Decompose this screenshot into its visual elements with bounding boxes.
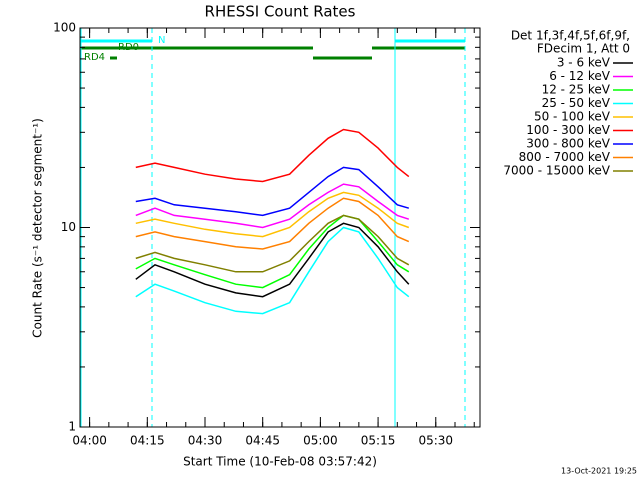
x-tick-label: 05:15 <box>361 434 396 448</box>
x-tick-label: 05:30 <box>418 434 453 448</box>
x-tick-label: 05:00 <box>303 434 338 448</box>
chart-title: RHESSI Count Rates <box>205 3 356 21</box>
legend-label: 800 - 7000 keV <box>519 150 611 164</box>
series-line <box>135 226 410 315</box>
series-line <box>135 128 410 183</box>
legend-label: 12 - 25 keV <box>542 83 611 97</box>
y-tick-label: 100 <box>53 21 76 35</box>
legend-label: 50 - 100 keV <box>534 110 611 124</box>
annotation: RD0 <box>118 42 139 53</box>
series-line <box>135 183 410 229</box>
annotation: RD4 <box>84 52 105 63</box>
x-tick-label: 04:15 <box>130 434 165 448</box>
y-tick-label: 1 <box>68 420 76 434</box>
legend-label: 7000 - 15000 keV <box>503 164 610 178</box>
legend-label: 6 - 12 keV <box>549 69 611 83</box>
series-line <box>135 214 410 289</box>
series-line <box>135 191 410 238</box>
legend-header: FDecim 1, Att 0 <box>537 42 630 56</box>
annotation: N <box>158 35 165 46</box>
series-line <box>135 214 410 273</box>
y-tick-label: 10 <box>61 220 76 234</box>
y-axis-label: Count Rate (s⁻¹ detector segment⁻¹) <box>31 118 45 338</box>
x-axis-label: Start Time (10-Feb-08 03:57:42) <box>183 455 377 469</box>
legend-label: 25 - 50 keV <box>542 96 611 110</box>
indicator-bars: N RD0 RD4 <box>80 28 466 427</box>
legend-label: 300 - 800 keV <box>526 137 610 151</box>
series-line <box>135 222 410 298</box>
x-tick-label: 04:45 <box>245 434 280 448</box>
series-line <box>135 166 410 217</box>
legend-label: 3 - 6 keV <box>557 56 611 70</box>
legend-header: Det 1f,3f,4f,5f,6f,9f, <box>511 29 630 43</box>
legend-label: 100 - 300 keV <box>526 123 610 137</box>
x-tick-label: 04:30 <box>188 434 223 448</box>
series-line <box>135 197 410 250</box>
x-tick-label: 04:00 <box>72 434 107 448</box>
footer: 13-Oct-2021 19:25 <box>561 467 637 476</box>
